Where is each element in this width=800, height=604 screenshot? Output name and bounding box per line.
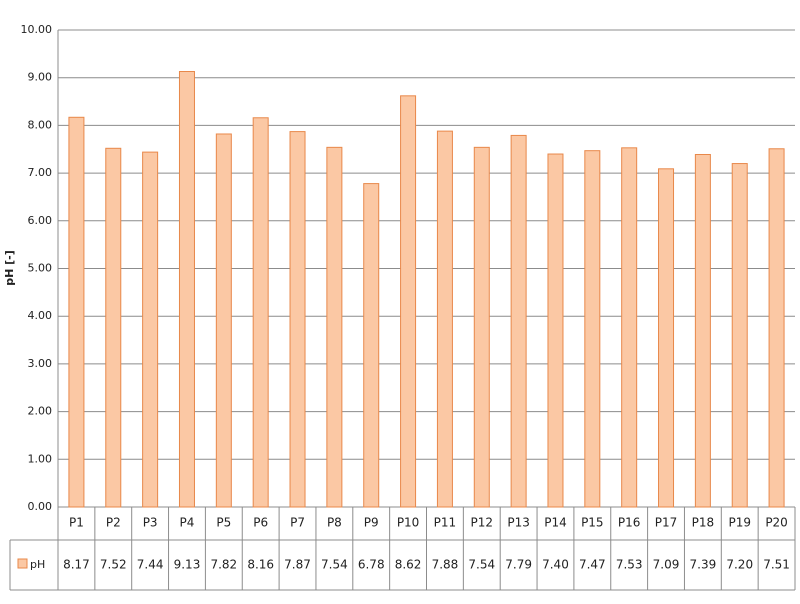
x-tick-label: P2 — [106, 516, 121, 530]
bar — [768, 148, 785, 508]
y-tick-label: 1.00 — [28, 452, 53, 465]
value-label: 7.47 — [579, 558, 606, 572]
bar — [473, 146, 490, 508]
value-label: 7.20 — [726, 558, 753, 572]
value-label: 7.88 — [432, 558, 459, 572]
x-tick-label: P12 — [471, 516, 494, 530]
x-tick-label: P7 — [290, 516, 305, 530]
bar — [363, 183, 380, 508]
value-label: 6.78 — [358, 558, 385, 572]
x-tick-label: P17 — [655, 516, 678, 530]
value-label: 8.16 — [247, 558, 274, 572]
value-label: 7.51 — [763, 558, 790, 572]
value-label: 7.82 — [210, 558, 237, 572]
value-label: 7.54 — [321, 558, 348, 572]
y-tick-label: 8.00 — [28, 118, 53, 131]
value-label: 7.79 — [505, 558, 532, 572]
bar — [658, 168, 675, 508]
value-label: 7.40 — [542, 558, 569, 572]
bar — [400, 95, 417, 508]
bar — [68, 116, 85, 508]
x-tick-label: P15 — [581, 516, 604, 530]
bar — [436, 130, 453, 508]
bar — [252, 117, 269, 508]
x-tick-label: P10 — [397, 516, 420, 530]
y-tick-label: 5.00 — [28, 262, 53, 275]
value-label: 7.44 — [137, 558, 164, 572]
bar — [289, 131, 306, 508]
legend-swatch — [17, 558, 28, 569]
value-label: 8.17 — [63, 558, 90, 572]
value-label: 7.39 — [690, 558, 717, 572]
x-tick-label: P13 — [507, 516, 530, 530]
value-label: 7.87 — [284, 558, 311, 572]
value-label: 7.54 — [468, 558, 495, 572]
legend-label: pH — [30, 558, 45, 571]
value-label: 7.53 — [616, 558, 643, 572]
y-tick-label: 6.00 — [28, 214, 53, 227]
value-label: 7.52 — [100, 558, 127, 572]
bar — [694, 153, 711, 508]
x-tick-label: P19 — [728, 516, 751, 530]
value-label: 8.62 — [395, 558, 422, 572]
bar — [731, 163, 748, 508]
x-tick-label: P9 — [364, 516, 379, 530]
y-tick-label: 2.00 — [28, 405, 53, 418]
y-tick-label: 3.00 — [28, 357, 53, 370]
bar — [178, 70, 195, 508]
x-tick-label: P5 — [216, 516, 231, 530]
x-tick-label: P4 — [180, 516, 195, 530]
value-label: 7.09 — [653, 558, 680, 572]
y-tick-label: 9.00 — [28, 71, 53, 84]
bar — [215, 133, 232, 508]
bar — [547, 153, 564, 508]
x-tick-label: P1 — [69, 516, 84, 530]
y-tick-label: 0.00 — [28, 500, 53, 513]
x-tick-label: P18 — [692, 516, 715, 530]
x-tick-label: P14 — [544, 516, 567, 530]
x-tick-label: P6 — [253, 516, 268, 530]
x-tick-label: P20 — [765, 516, 788, 530]
bar — [326, 146, 343, 508]
bar — [621, 147, 638, 508]
x-tick-label: P8 — [327, 516, 342, 530]
y-tick-label: 4.00 — [28, 309, 53, 322]
y-axis-label: pH [-] — [3, 250, 16, 286]
x-tick-label: P16 — [618, 516, 641, 530]
x-tick-label: P11 — [434, 516, 457, 530]
y-tick-label: 7.00 — [28, 166, 53, 179]
bar — [584, 150, 601, 508]
x-tick-label: P3 — [143, 516, 158, 530]
bar — [510, 134, 527, 508]
bar — [105, 147, 122, 508]
y-tick-label: 10.00 — [21, 23, 53, 36]
bar — [142, 151, 159, 508]
value-label: 9.13 — [174, 558, 201, 572]
